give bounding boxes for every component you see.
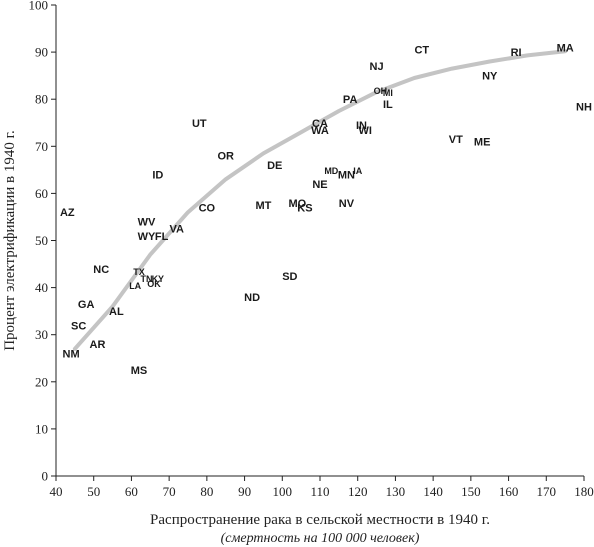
x-tick-label: 70 bbox=[163, 484, 176, 499]
point-label-ok: OK bbox=[147, 279, 161, 289]
trend-line-group bbox=[72, 49, 568, 351]
y-tick-label: 10 bbox=[35, 421, 48, 436]
point-label-tn: TN bbox=[141, 274, 153, 284]
point-label-id: ID bbox=[152, 170, 163, 182]
point-label-nv: NV bbox=[339, 198, 355, 210]
y-tick-label: 20 bbox=[35, 374, 48, 389]
x-tick-label: 170 bbox=[537, 484, 557, 499]
point-label-ca: CA bbox=[312, 118, 328, 130]
x-tick-label: 110 bbox=[310, 484, 329, 499]
trend-line bbox=[72, 49, 568, 351]
x-tick-label: 150 bbox=[461, 484, 481, 499]
axes: 40 50 60 70 80 90 100 110 120 130 140 150 160 170 180 0… bbox=[29, 0, 594, 499]
point-label-ct: CT bbox=[414, 45, 429, 57]
point-label-nm: NM bbox=[63, 349, 80, 361]
point-label-wi: WI bbox=[359, 125, 372, 137]
point-label-nj: NJ bbox=[370, 61, 384, 73]
point-label-co: CO bbox=[199, 203, 216, 215]
x-tick-label: 50 bbox=[87, 484, 100, 499]
point-label-fl: FL bbox=[155, 231, 169, 243]
point-label-md: MD bbox=[324, 166, 338, 176]
x-tick-label: 130 bbox=[386, 484, 406, 499]
point-label-mo: MO bbox=[289, 198, 307, 210]
y-tick-label: 40 bbox=[35, 280, 48, 295]
point-label-sc: SC bbox=[71, 320, 86, 332]
point-label-ga: GA bbox=[78, 299, 95, 311]
point-label-ri: RI bbox=[511, 47, 522, 59]
x-tick-label: 60 bbox=[125, 484, 138, 499]
y-tick-label: 60 bbox=[35, 186, 48, 201]
y-axis-title: Процент электрификации в 1940 г. bbox=[2, 130, 18, 351]
point-label-mn: MN bbox=[338, 170, 355, 182]
point-label-ar: AR bbox=[90, 339, 106, 351]
point-label-vt: VT bbox=[449, 134, 463, 146]
point-label-ne: NE bbox=[312, 179, 327, 191]
x-tick-label: 100 bbox=[273, 484, 293, 499]
point-label-me: ME bbox=[474, 137, 491, 149]
y-tick-label: 100 bbox=[29, 0, 49, 13]
point-label-pa: PA bbox=[343, 94, 358, 106]
x-tick-label: 40 bbox=[50, 484, 63, 499]
x-axis-title: Распространение рака в сельской местност… bbox=[150, 512, 490, 528]
point-label-nh: NH bbox=[576, 101, 592, 113]
point-label-wy: WY bbox=[138, 231, 156, 243]
x-tick-label: 90 bbox=[238, 484, 251, 499]
point-label-ky: KY bbox=[152, 274, 165, 284]
point-label-or: OR bbox=[217, 151, 234, 163]
point-label-ma: MA bbox=[557, 42, 574, 54]
y-tick-label: 0 bbox=[42, 469, 49, 484]
point-label-il: IL bbox=[383, 99, 393, 111]
point-label-de: DE bbox=[267, 160, 282, 172]
point-label-ny: NY bbox=[482, 71, 498, 83]
point-label-nd: ND bbox=[244, 292, 260, 304]
point-label-ia: IA bbox=[353, 166, 363, 176]
y-tick-label: 70 bbox=[35, 139, 48, 154]
point-label-tx: TX bbox=[133, 267, 145, 277]
x-tick-label: 140 bbox=[423, 484, 443, 499]
x-axis-subtitle: (смертность на 100 000 человек) bbox=[221, 531, 420, 546]
point-label-nc: NC bbox=[93, 264, 109, 276]
x-tick-label: 120 bbox=[348, 484, 368, 499]
point-label-sd: SD bbox=[282, 271, 297, 283]
point-label-ks: KS bbox=[297, 203, 312, 215]
point-label-la: LA bbox=[129, 281, 141, 291]
point-label-wa: WA bbox=[311, 125, 329, 137]
point-label-in: IN bbox=[356, 120, 367, 132]
x-tick-label: 180 bbox=[574, 484, 594, 499]
point-label-mt: MT bbox=[255, 200, 271, 212]
point-label-oh: OH bbox=[374, 86, 388, 96]
y-tick-label: 80 bbox=[35, 92, 48, 107]
y-tick-label: 50 bbox=[35, 233, 48, 248]
point-label-az: AZ bbox=[60, 207, 75, 219]
x-tick-label: 160 bbox=[499, 484, 519, 499]
y-tick-label: 90 bbox=[35, 45, 48, 60]
point-label-ut: UT bbox=[192, 118, 207, 130]
point-label-va: VA bbox=[169, 224, 184, 236]
point-label-ms: MS bbox=[131, 365, 148, 377]
y-tick-label: 30 bbox=[35, 327, 48, 342]
x-tick-label: 80 bbox=[200, 484, 213, 499]
point-label-mi: MI bbox=[383, 88, 393, 98]
point-label-al: AL bbox=[109, 306, 124, 318]
point-label-wv: WV bbox=[138, 217, 156, 229]
